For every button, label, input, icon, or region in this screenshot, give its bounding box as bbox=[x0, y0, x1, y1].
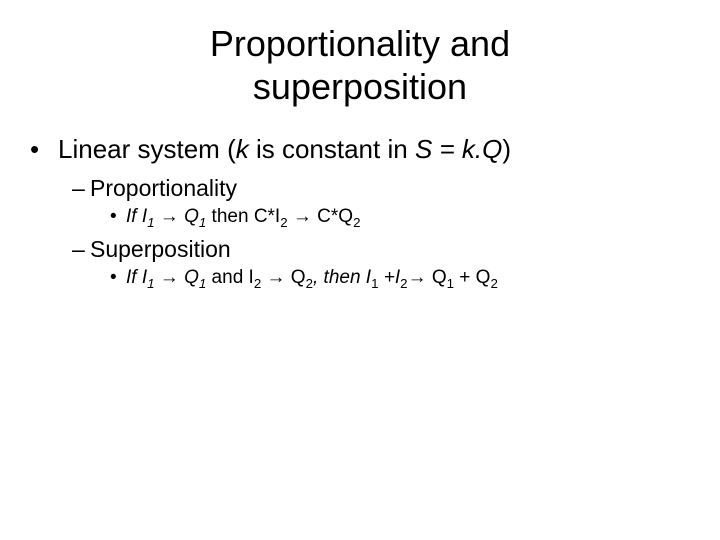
title-line-2: superposition bbox=[253, 66, 467, 107]
sub-2: 2 bbox=[280, 215, 287, 230]
p-then: then C*I bbox=[206, 206, 280, 227]
sub-2b: 2 bbox=[353, 215, 360, 230]
s-arr2: → Q bbox=[261, 267, 305, 288]
sub-proportionality: –Proportionality bbox=[72, 175, 690, 202]
s-sub1c: 1 bbox=[371, 276, 378, 291]
sub-1: 1 bbox=[147, 215, 154, 230]
txt-pre: Linear system ( bbox=[58, 134, 236, 164]
s-plus2: + Q bbox=[454, 267, 490, 288]
proportionality-rule: •If I1 → Q1 then C*I2 → C*Q2 bbox=[110, 206, 690, 230]
dash-icon: – bbox=[72, 236, 90, 263]
proportionality-label: Proportionality bbox=[90, 175, 237, 201]
sub-superposition: –Superposition bbox=[72, 236, 690, 263]
s-sub1: 1 bbox=[147, 276, 154, 291]
bullet-dot-icon: • bbox=[110, 267, 126, 289]
bullet-dot-icon: • bbox=[30, 134, 58, 165]
p-arr1: → Q bbox=[155, 206, 199, 227]
slide-title: Proportionality and superposition bbox=[30, 22, 690, 108]
super-rule-italic: If I1 → Q1 bbox=[126, 267, 206, 288]
s-arr3: → Q bbox=[408, 267, 447, 288]
dash-icon: – bbox=[72, 175, 90, 202]
s-then: , then I bbox=[313, 267, 371, 288]
s-if: If I bbox=[126, 267, 147, 288]
s-sub2b: 2 bbox=[306, 276, 313, 291]
p-if: If I bbox=[126, 206, 147, 227]
s-sub2d: 2 bbox=[490, 276, 497, 291]
p-then-wrap: then C*I2 → C*Q2 bbox=[206, 206, 360, 227]
bullet-linear-system: •Linear system (k is constant in S = k.Q… bbox=[30, 134, 690, 165]
prop-rule-text: If I1 → Q1 bbox=[126, 206, 206, 227]
var-k: k bbox=[236, 134, 249, 164]
title-line-1: Proportionality and bbox=[210, 23, 510, 64]
s-sub2c: 2 bbox=[400, 276, 407, 291]
s-sub1d: 1 bbox=[447, 276, 454, 291]
txt-close: ) bbox=[502, 134, 511, 164]
txt-mid: is constant in bbox=[249, 134, 415, 164]
superposition-rule: •If I1 → Q1 and I2 → Q2, then I1 +I2→ Q1… bbox=[110, 267, 690, 291]
var-s: S bbox=[415, 134, 432, 164]
s-plus1: +I bbox=[379, 267, 401, 288]
var-kq: k.Q bbox=[462, 134, 502, 164]
s-and: and I bbox=[206, 267, 254, 288]
s-arr1: → Q bbox=[155, 267, 199, 288]
superposition-label: Superposition bbox=[90, 236, 231, 262]
txt-eq: = bbox=[432, 134, 462, 164]
p-arr2: → C*Q bbox=[288, 206, 353, 227]
linear-system-text: Linear system (k is constant in S = k.Q) bbox=[58, 134, 511, 164]
bullet-dot-icon: • bbox=[110, 206, 126, 228]
